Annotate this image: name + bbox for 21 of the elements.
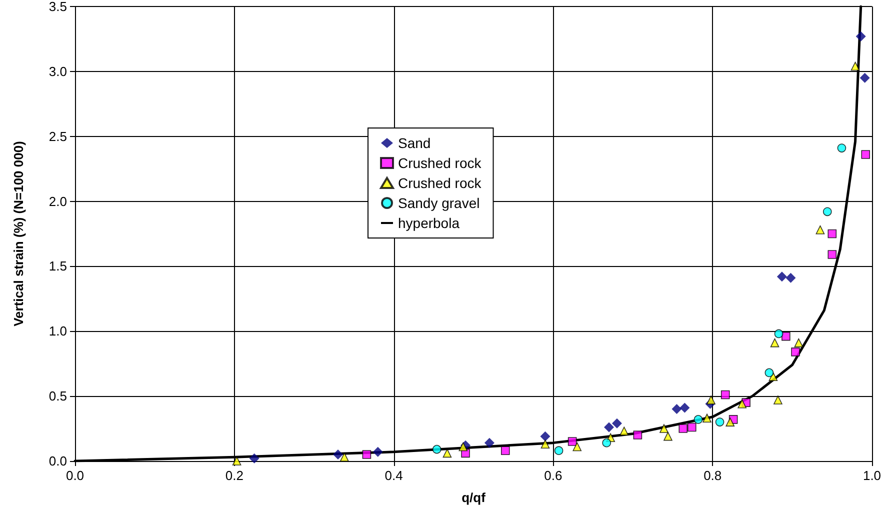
x-tick-label: 1.0 (862, 468, 882, 483)
legend-label: Sand (398, 135, 431, 151)
legend-label: hyperbola (398, 215, 460, 231)
legend-label: Sandy gravel (398, 195, 480, 211)
x-axis-title: q/qf (462, 490, 486, 505)
x-tick-label: 0.0 (66, 468, 84, 483)
x-tick-label: 0.2 (225, 468, 244, 483)
y-tick-label: 2.5 (48, 128, 67, 144)
y-tick-label: 3.0 (48, 64, 67, 79)
y-tick-label: 0.0 (48, 454, 67, 468)
y-tick-label: 3.5 (48, 0, 67, 14)
x-tick-label: 0.6 (544, 468, 562, 483)
legend-label: Crushed rock (398, 175, 482, 191)
x-tick-label: 0.4 (384, 468, 403, 483)
y-axis-title: Vertical strain (%) (N=100 000) (11, 141, 26, 326)
y-tick-label: 0.5 (48, 388, 67, 404)
x-tick-label: 0.8 (704, 468, 722, 483)
y-tick-label: 1.0 (48, 324, 67, 339)
y-tick-label: 2.0 (48, 194, 67, 209)
legend-label: Crushed rock (398, 155, 482, 171)
y-tick-label: 1.5 (48, 258, 67, 274)
